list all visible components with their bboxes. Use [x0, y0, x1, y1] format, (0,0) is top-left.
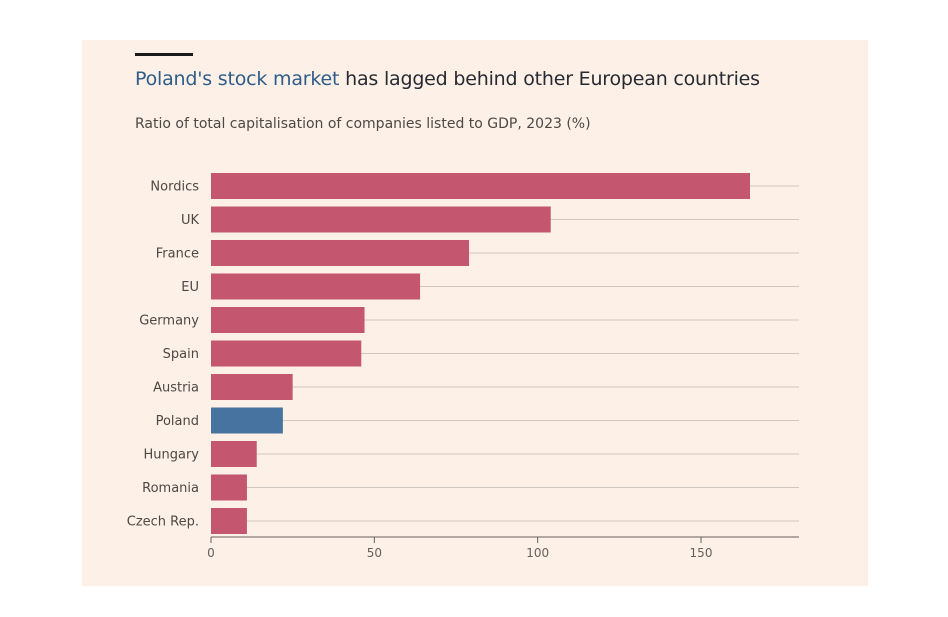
x-tick-label: 0 — [207, 546, 215, 560]
bars — [211, 173, 750, 534]
bar-czech-rep — [211, 508, 247, 534]
category-label: Poland — [156, 414, 199, 429]
bar-austria — [211, 374, 293, 400]
x-axis: 0 50 100 150 — [207, 536, 799, 560]
category-label: UK — [181, 213, 200, 228]
bar-germany — [211, 307, 365, 333]
accent-rule — [135, 53, 193, 56]
bar-romania — [211, 474, 247, 501]
category-label: Hungary — [143, 448, 199, 463]
category-label: EU — [181, 280, 199, 295]
bar-poland — [211, 407, 283, 434]
bar-chart: Nordics UK France EU Germany Spain Austria Pola… — [127, 173, 799, 560]
category-label: France — [156, 247, 199, 262]
bar-hungary — [211, 441, 257, 467]
bar-eu — [211, 273, 421, 300]
bar-nordics — [211, 173, 750, 199]
category-label: Germany — [139, 314, 199, 329]
title-highlight: Poland's stock market — [135, 68, 340, 90]
title-rest: has lagged behind other European countri… — [339, 68, 760, 90]
bar-france — [211, 240, 470, 266]
category-label: Nordics — [150, 180, 199, 195]
category-label: Spain — [163, 347, 199, 362]
chart-card: Poland's stock market has lagged behind … — [82, 40, 868, 586]
chart-subtitle: Ratio of total capitalisation of compani… — [135, 116, 591, 132]
category-labels: Nordics UK France EU Germany Spain Austria Pola… — [127, 180, 200, 530]
bar-uk — [211, 206, 551, 233]
bar-spain — [211, 340, 362, 367]
category-label: Czech Rep. — [127, 515, 199, 530]
x-tick-label: 150 — [690, 546, 713, 560]
category-label: Austria — [153, 381, 199, 396]
category-label: Romania — [142, 481, 199, 496]
x-tick-label: 50 — [367, 546, 382, 560]
x-tick-label: 100 — [526, 546, 549, 560]
chart-title: Poland's stock market has lagged behind … — [135, 68, 760, 90]
